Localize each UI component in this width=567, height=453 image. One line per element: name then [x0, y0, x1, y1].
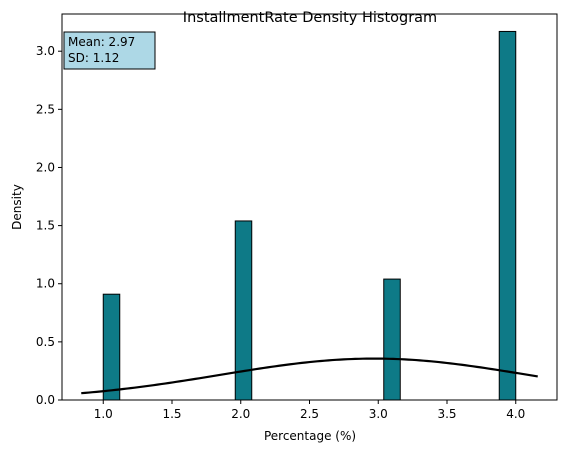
x-tick-label: 4.0	[506, 407, 525, 421]
stats-sd: SD: 1.12	[68, 51, 119, 65]
curve-group	[81, 357, 538, 395]
plot-frame	[61, 13, 558, 401]
y-axis-label: Density	[10, 184, 24, 230]
histogram-bar-4	[498, 30, 517, 401]
x-tick-label: 2.5	[300, 407, 319, 421]
density-curve	[81, 357, 538, 395]
x-ticks: 1.0 1.5 2.0 2.5 3.0 3.5 4.0	[94, 400, 525, 421]
histogram-bar-3	[383, 278, 401, 401]
y-tick-label: 1.5	[36, 219, 55, 233]
stats-box-background	[63, 31, 156, 70]
y-tick-label: 2.0	[36, 160, 55, 174]
stats-mean: Mean: 2.97	[68, 35, 135, 49]
x-tick-label: 1.5	[162, 407, 181, 421]
y-tick-label: 0.5	[36, 335, 55, 349]
x-axis-label: Percentage (%)	[264, 429, 356, 443]
y-tick-label: 3.0	[36, 44, 55, 58]
stats-box: Mean: 2.97 SD: 1.12	[63, 31, 156, 70]
y-tick-label: 1.0	[36, 277, 55, 291]
y-tick-label: 0.0	[36, 393, 55, 407]
x-tick-label: 2.0	[231, 407, 250, 421]
histogram-bar-1	[102, 293, 121, 401]
y-tick-label: 2.5	[36, 102, 55, 116]
bars-group	[102, 30, 517, 401]
x-tick-label: 3.5	[437, 407, 456, 421]
y-ticks: 0.0 0.5 1.0 1.5 2.0 2.5 3.0	[36, 44, 62, 407]
chart-title: InstallmentRate Density Histogram	[183, 10, 437, 26]
histogram-bar-2	[234, 220, 253, 401]
x-tick-label: 3.0	[369, 407, 388, 421]
x-tick-label: 1.0	[94, 407, 113, 421]
